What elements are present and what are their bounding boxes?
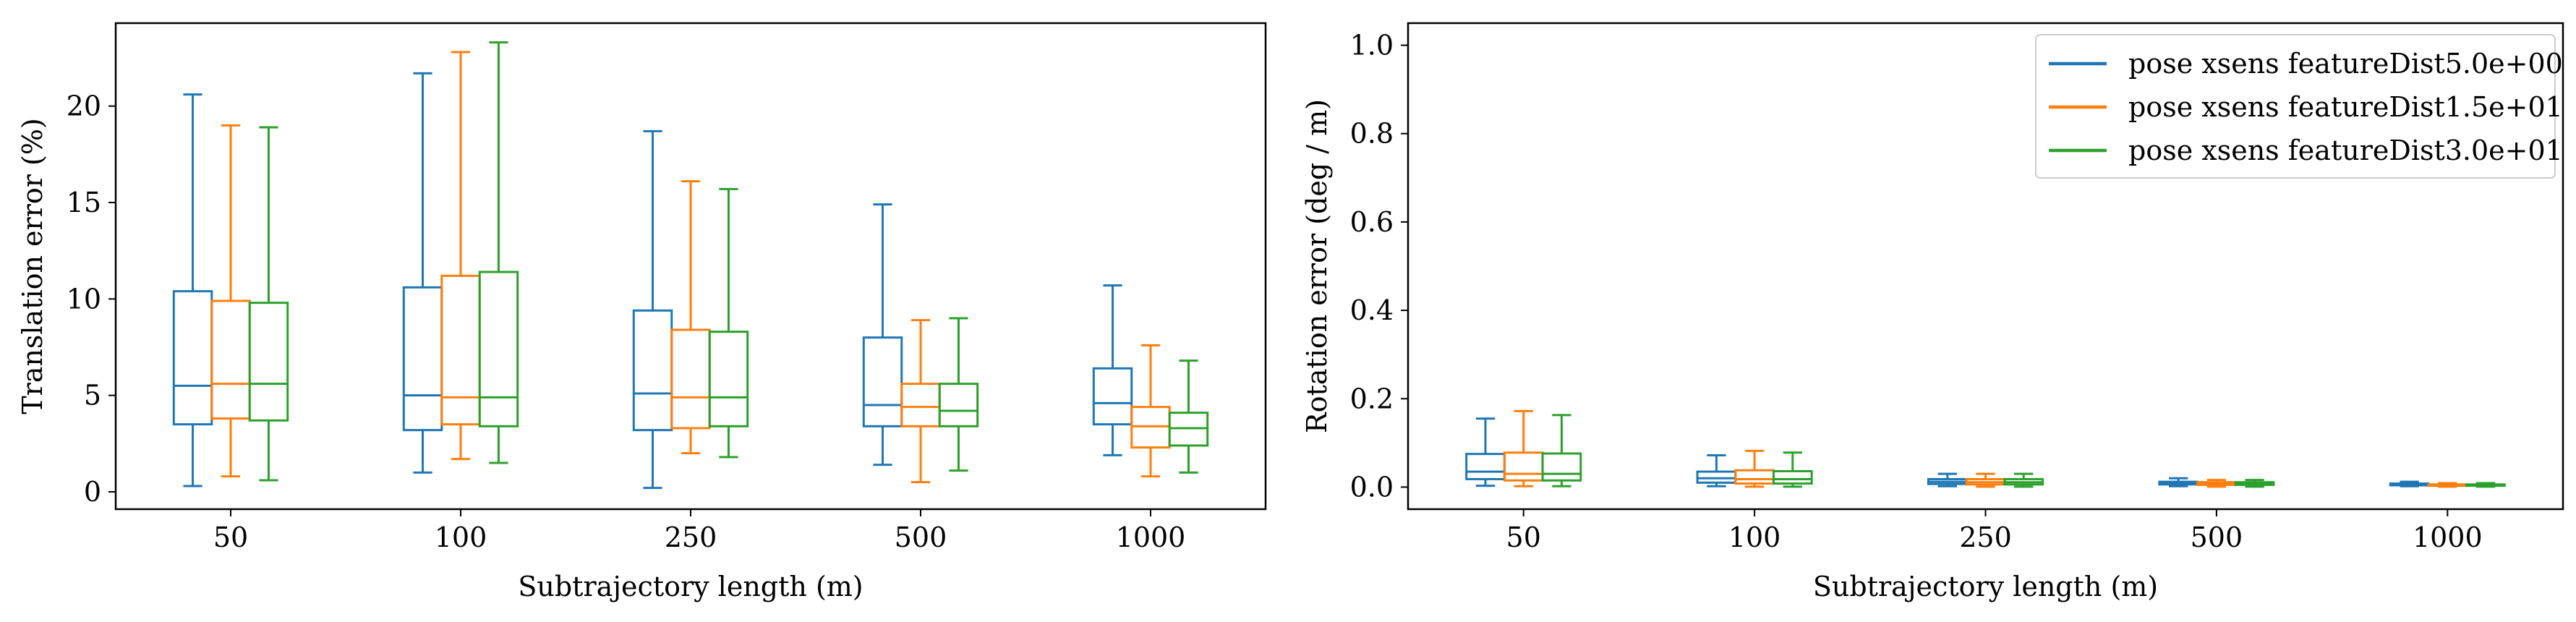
box-iqr	[1092, 367, 1133, 426]
box-1000-series-0	[2389, 480, 2430, 487]
box-iqr	[670, 328, 711, 430]
x-tick-label: 50	[213, 521, 248, 553]
box-50-series-0	[1465, 417, 1506, 487]
box-iqr	[1734, 469, 1775, 485]
box-iqr	[248, 302, 289, 422]
x-tick-label: 500	[2191, 521, 2243, 553]
x-tick-label: 100	[1728, 521, 1781, 553]
box-iqr	[632, 309, 673, 432]
y-tick-label: 5	[84, 380, 101, 412]
box-100-series-1	[1734, 449, 1775, 488]
box-250-series-2	[708, 187, 749, 459]
box-iqr	[1541, 452, 1582, 482]
box-500-series-2	[2234, 479, 2275, 488]
y-tick-label: 0.8	[1350, 118, 1394, 150]
legend-label: pose xsens featureDist5.0e+00	[2128, 48, 2563, 80]
box-250-series-0	[632, 129, 673, 490]
legend: pose xsens featureDist5.0e+00 pose xsens …	[2035, 34, 2563, 179]
y-tick-label: 0.4	[1350, 294, 1394, 326]
box-1000-series-1	[1130, 344, 1171, 478]
x-tick-label: 500	[895, 521, 947, 553]
box-iqr	[440, 274, 481, 426]
box-iqr	[900, 383, 941, 427]
rotation-error-panel: 50 100 250 500 1000 0.0 0.2 0.4 0.6 0.8 1.0 Subtraj…	[1301, 22, 2564, 602]
box-250-series-1	[670, 180, 711, 455]
x-tick-label: 250	[1959, 521, 2012, 553]
box-500-series-1	[2196, 479, 2237, 488]
box-50-series-1	[210, 124, 251, 478]
box-1000-series-2	[1168, 359, 1209, 474]
box-iqr	[1465, 453, 1506, 480]
box-iqr	[862, 336, 903, 427]
x-axis-label: Subtrajectory length (m)	[1813, 571, 2158, 602]
box-iqr	[1772, 469, 1813, 485]
box-iqr	[402, 286, 443, 432]
box-100-series-1	[440, 51, 481, 461]
y-tick-label: 0.6	[1350, 206, 1394, 238]
box-iqr	[210, 299, 251, 420]
box-250-series-1	[1965, 472, 2006, 488]
x-tick-label: 1000	[1116, 521, 1186, 553]
x-tick-label: 100	[435, 521, 487, 553]
y-axis-label: Translation error (%)	[17, 118, 48, 414]
box-500-series-2	[938, 317, 979, 472]
box-1000-series-0	[1092, 284, 1133, 456]
x-tick-label: 50	[1506, 521, 1541, 553]
y-tick-label: 20	[67, 90, 101, 122]
box-iqr	[172, 290, 213, 426]
box-iqr	[1503, 451, 1544, 482]
box-500-series-0	[2158, 477, 2199, 487]
box-50-series-2	[1541, 414, 1582, 487]
y-tick-label: 0	[84, 476, 101, 508]
box-500-series-1	[900, 319, 941, 484]
box-iqr	[708, 331, 749, 427]
box-50-series-0	[172, 93, 213, 487]
box-iqr	[938, 383, 979, 427]
box-100-series-0	[1696, 453, 1737, 487]
y-tick-label: 10	[67, 283, 101, 315]
box-500-series-0	[862, 203, 903, 466]
x-axis-label: Subtrajectory length (m)	[518, 571, 863, 602]
legend-label: pose xsens featureDist1.5e+01	[2128, 91, 2563, 123]
x-tick-label: 250	[665, 521, 717, 553]
box-iqr	[478, 270, 519, 427]
x-tick-label: 1000	[2413, 521, 2483, 553]
y-tick-label: 0.0	[1350, 471, 1394, 503]
legend-label: pose xsens featureDist3.0e+01	[2128, 135, 2563, 166]
box-50-series-1	[1503, 409, 1544, 487]
y-axis-label: Rotation error (deg / m)	[1301, 99, 1333, 433]
box-250-series-0	[1927, 472, 1968, 487]
box-250-series-2	[2003, 472, 2044, 488]
box-100-series-0	[402, 72, 443, 474]
box-iqr	[1696, 470, 1737, 484]
y-tick-label: 1.0	[1350, 30, 1394, 61]
box-50-series-2	[248, 126, 289, 482]
box-100-series-2	[478, 41, 519, 464]
box-1000-series-1	[2427, 482, 2468, 488]
box-100-series-2	[1772, 451, 1813, 488]
y-tick-label: 15	[67, 187, 101, 218]
y-tick-label: 0.2	[1350, 383, 1394, 414]
translation-error-panel: 50 100 250 500 1000 0 5 10 15 20 Subtrajectory len…	[17, 22, 1267, 602]
legend-frame	[2035, 34, 2556, 179]
box-1000-series-2	[2465, 482, 2506, 488]
